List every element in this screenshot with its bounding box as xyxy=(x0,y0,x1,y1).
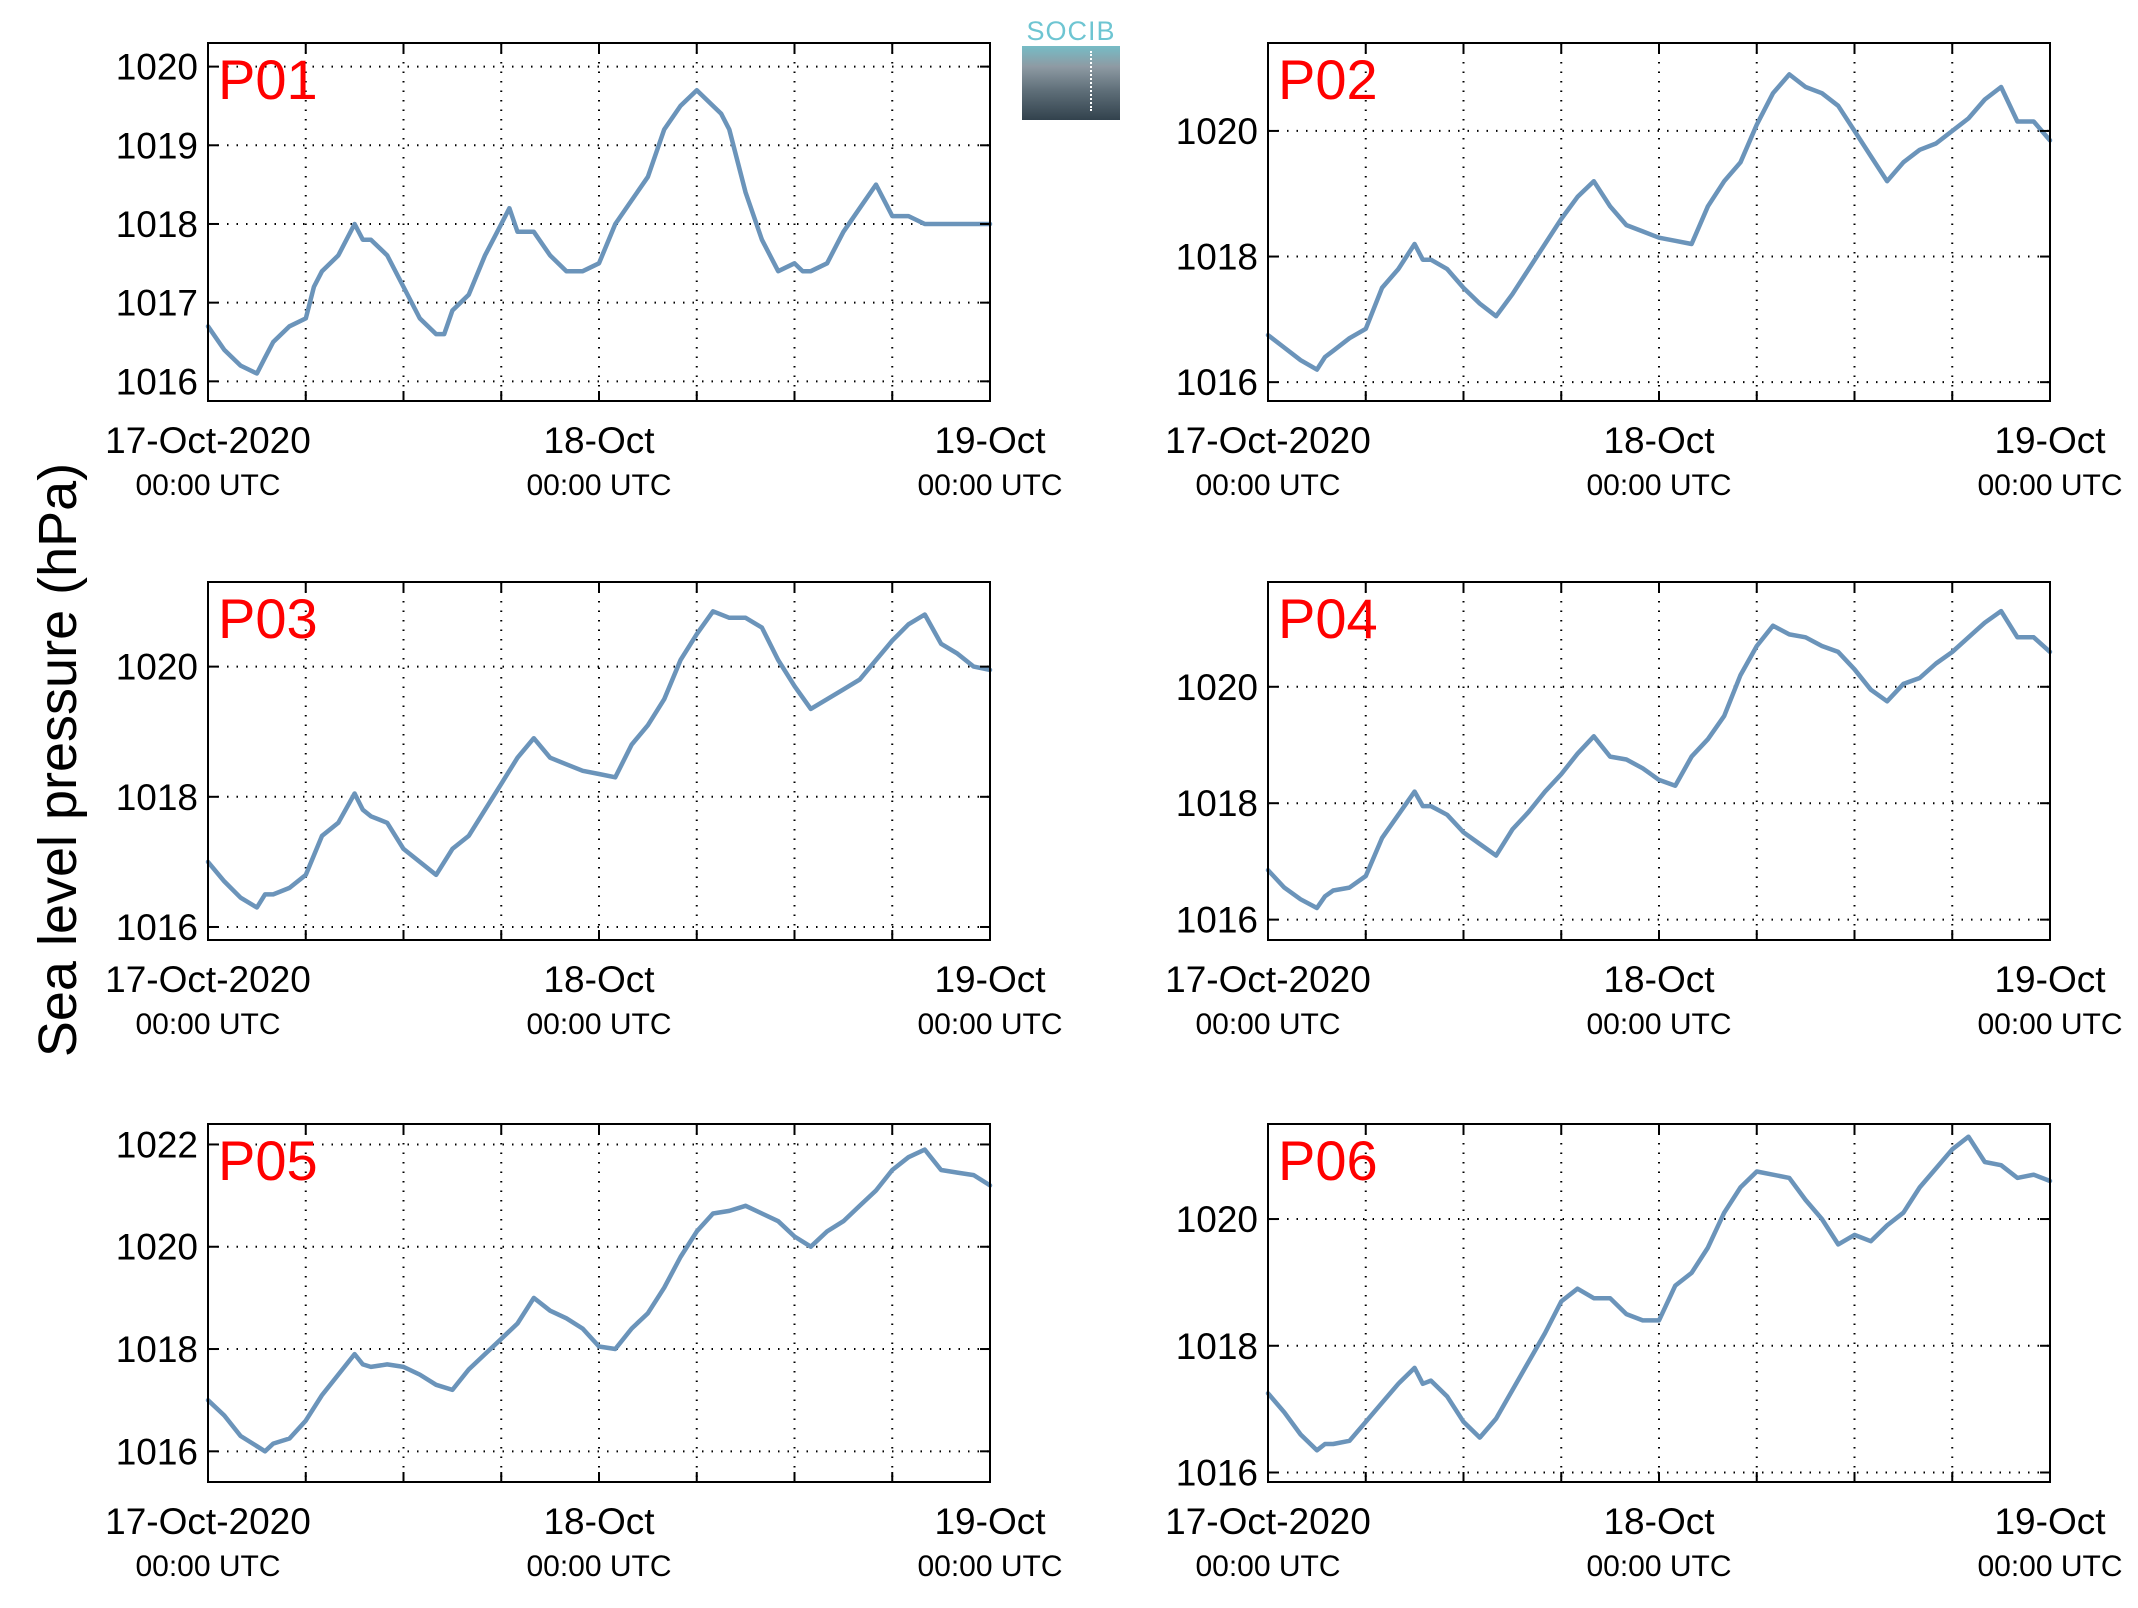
x-tick-sublabel: 00:00 UTC xyxy=(135,469,280,502)
x-tick-sublabel: 00:00 UTC xyxy=(1195,469,1340,502)
y-tick-label: 1018 xyxy=(116,204,198,245)
panel-p02: 1016 1018 1020 17-Oct-2020 00:00 UTC 18-Oct 00… xyxy=(1165,42,2123,502)
panel-p06: 1016 1018 1020 17-Oct-2020 00:00 UTC 18-Oct 00… xyxy=(1165,1123,2123,1583)
x-tick-label: 18-Oct xyxy=(543,959,655,1000)
x-tick-label: 18-Oct xyxy=(1603,420,1715,461)
x-tick-label: 19-Oct xyxy=(1994,420,2106,461)
x-tick-label: 19-Oct xyxy=(934,1501,1046,1542)
x-tick-label: 18-Oct xyxy=(543,1501,655,1542)
y-tick-label: 1018 xyxy=(1176,783,1258,824)
series-line xyxy=(205,1147,993,1454)
x-tick-sublabel: 00:00 UTC xyxy=(526,1550,671,1583)
panel-p04: 1016 1018 1020 17-Oct-2020 00:00 UTC 18-Oct 00… xyxy=(1165,581,2123,1041)
x-tick-label: 19-Oct xyxy=(934,420,1046,461)
y-tick-label: 1016 xyxy=(1176,1452,1258,1493)
station-label: P04 xyxy=(1278,587,1378,650)
station-label: P01 xyxy=(218,48,318,111)
x-tick-label: 18-Oct xyxy=(1603,959,1715,1000)
x-tick-sublabel: 00:00 UTC xyxy=(526,1008,671,1041)
x-tick-sublabel: 00:00 UTC xyxy=(917,1550,1062,1583)
y-tick-label: 1016 xyxy=(116,1431,198,1472)
x-tick-label: 19-Oct xyxy=(1994,959,2106,1000)
x-tick-sublabel: 00:00 UTC xyxy=(1195,1550,1340,1583)
x-tick-sublabel: 00:00 UTC xyxy=(135,1550,280,1583)
y-tick-label: 1016 xyxy=(116,907,198,948)
x-tick-label: 17-Oct-2020 xyxy=(105,959,311,1000)
y-tick-label: 1020 xyxy=(1176,111,1258,152)
x-tick-label: 17-Oct-2020 xyxy=(1165,420,1371,461)
y-tick-label: 1018 xyxy=(1176,1326,1258,1367)
series-line xyxy=(1265,72,2053,372)
y-tick-label: 1020 xyxy=(116,647,198,688)
x-tick-sublabel: 00:00 UTC xyxy=(917,469,1062,502)
series-line xyxy=(205,87,993,376)
x-tick-sublabel: 00:00 UTC xyxy=(526,469,671,502)
y-tick-label: 1018 xyxy=(116,1329,198,1370)
socib-logo: SOCIB xyxy=(1018,15,1124,123)
station-label: P06 xyxy=(1278,1129,1378,1192)
x-tick-sublabel: 00:00 UTC xyxy=(1977,1008,2122,1041)
logo-wave xyxy=(1022,46,1120,120)
y-tick-label: 1016 xyxy=(1176,900,1258,941)
y-tick-label: 1020 xyxy=(116,1227,198,1268)
x-tick-label: 17-Oct-2020 xyxy=(1165,959,1371,1000)
x-tick-label: 17-Oct-2020 xyxy=(105,1501,311,1542)
y-tick-label: 1016 xyxy=(116,361,198,402)
logo-dots xyxy=(1090,51,1092,111)
series-line xyxy=(1265,608,2053,911)
x-tick-label: 17-Oct-2020 xyxy=(1165,1501,1371,1542)
y-tick-label: 1018 xyxy=(1176,237,1258,278)
panel-p03: 1016 1018 1020 17-Oct-2020 00:00 UTC 18-Oct 00… xyxy=(105,581,1063,1041)
station-label: P03 xyxy=(218,587,318,650)
x-tick-sublabel: 00:00 UTC xyxy=(1586,469,1731,502)
x-tick-sublabel: 00:00 UTC xyxy=(1195,1008,1340,1041)
y-tick-label: 1020 xyxy=(1176,667,1258,708)
y-tick-label: 1016 xyxy=(1176,362,1258,403)
panel-p05: 1016 1018 1020 1022 17-Oct-2020 00:00 UTC 18-O… xyxy=(105,1123,1063,1583)
panel-p01: 1016 1017 1018 1019 1020 17-Oct-2020 00:00 UTC… xyxy=(105,42,1063,502)
station-label: P05 xyxy=(218,1129,318,1192)
x-tick-label: 18-Oct xyxy=(1603,1501,1715,1542)
logo-text: SOCIB xyxy=(1026,16,1116,46)
y-tick-label: 1018 xyxy=(116,777,198,818)
y-tick-label: 1020 xyxy=(116,47,198,88)
x-tick-sublabel: 00:00 UTC xyxy=(1586,1550,1731,1583)
x-tick-sublabel: 00:00 UTC xyxy=(917,1008,1062,1041)
station-label: P02 xyxy=(1278,48,1378,111)
x-tick-label: 18-Oct xyxy=(543,420,655,461)
x-tick-sublabel: 00:00 UTC xyxy=(135,1008,280,1041)
x-tick-label: 17-Oct-2020 xyxy=(105,420,311,461)
x-tick-sublabel: 00:00 UTC xyxy=(1586,1008,1731,1041)
y-tick-label: 1020 xyxy=(1176,1199,1258,1240)
series-line xyxy=(205,609,993,910)
series-line xyxy=(1265,1134,2053,1453)
y-tick-label: 1019 xyxy=(116,125,198,166)
y-axis-label: Sea level pressure (hPa) xyxy=(28,463,88,1057)
y-tick-label: 1022 xyxy=(116,1124,198,1165)
y-tick-label: 1017 xyxy=(116,283,198,324)
x-tick-sublabel: 00:00 UTC xyxy=(1977,469,2122,502)
x-tick-sublabel: 00:00 UTC xyxy=(1977,1550,2122,1583)
x-tick-label: 19-Oct xyxy=(934,959,1046,1000)
x-tick-label: 19-Oct xyxy=(1994,1501,2106,1542)
